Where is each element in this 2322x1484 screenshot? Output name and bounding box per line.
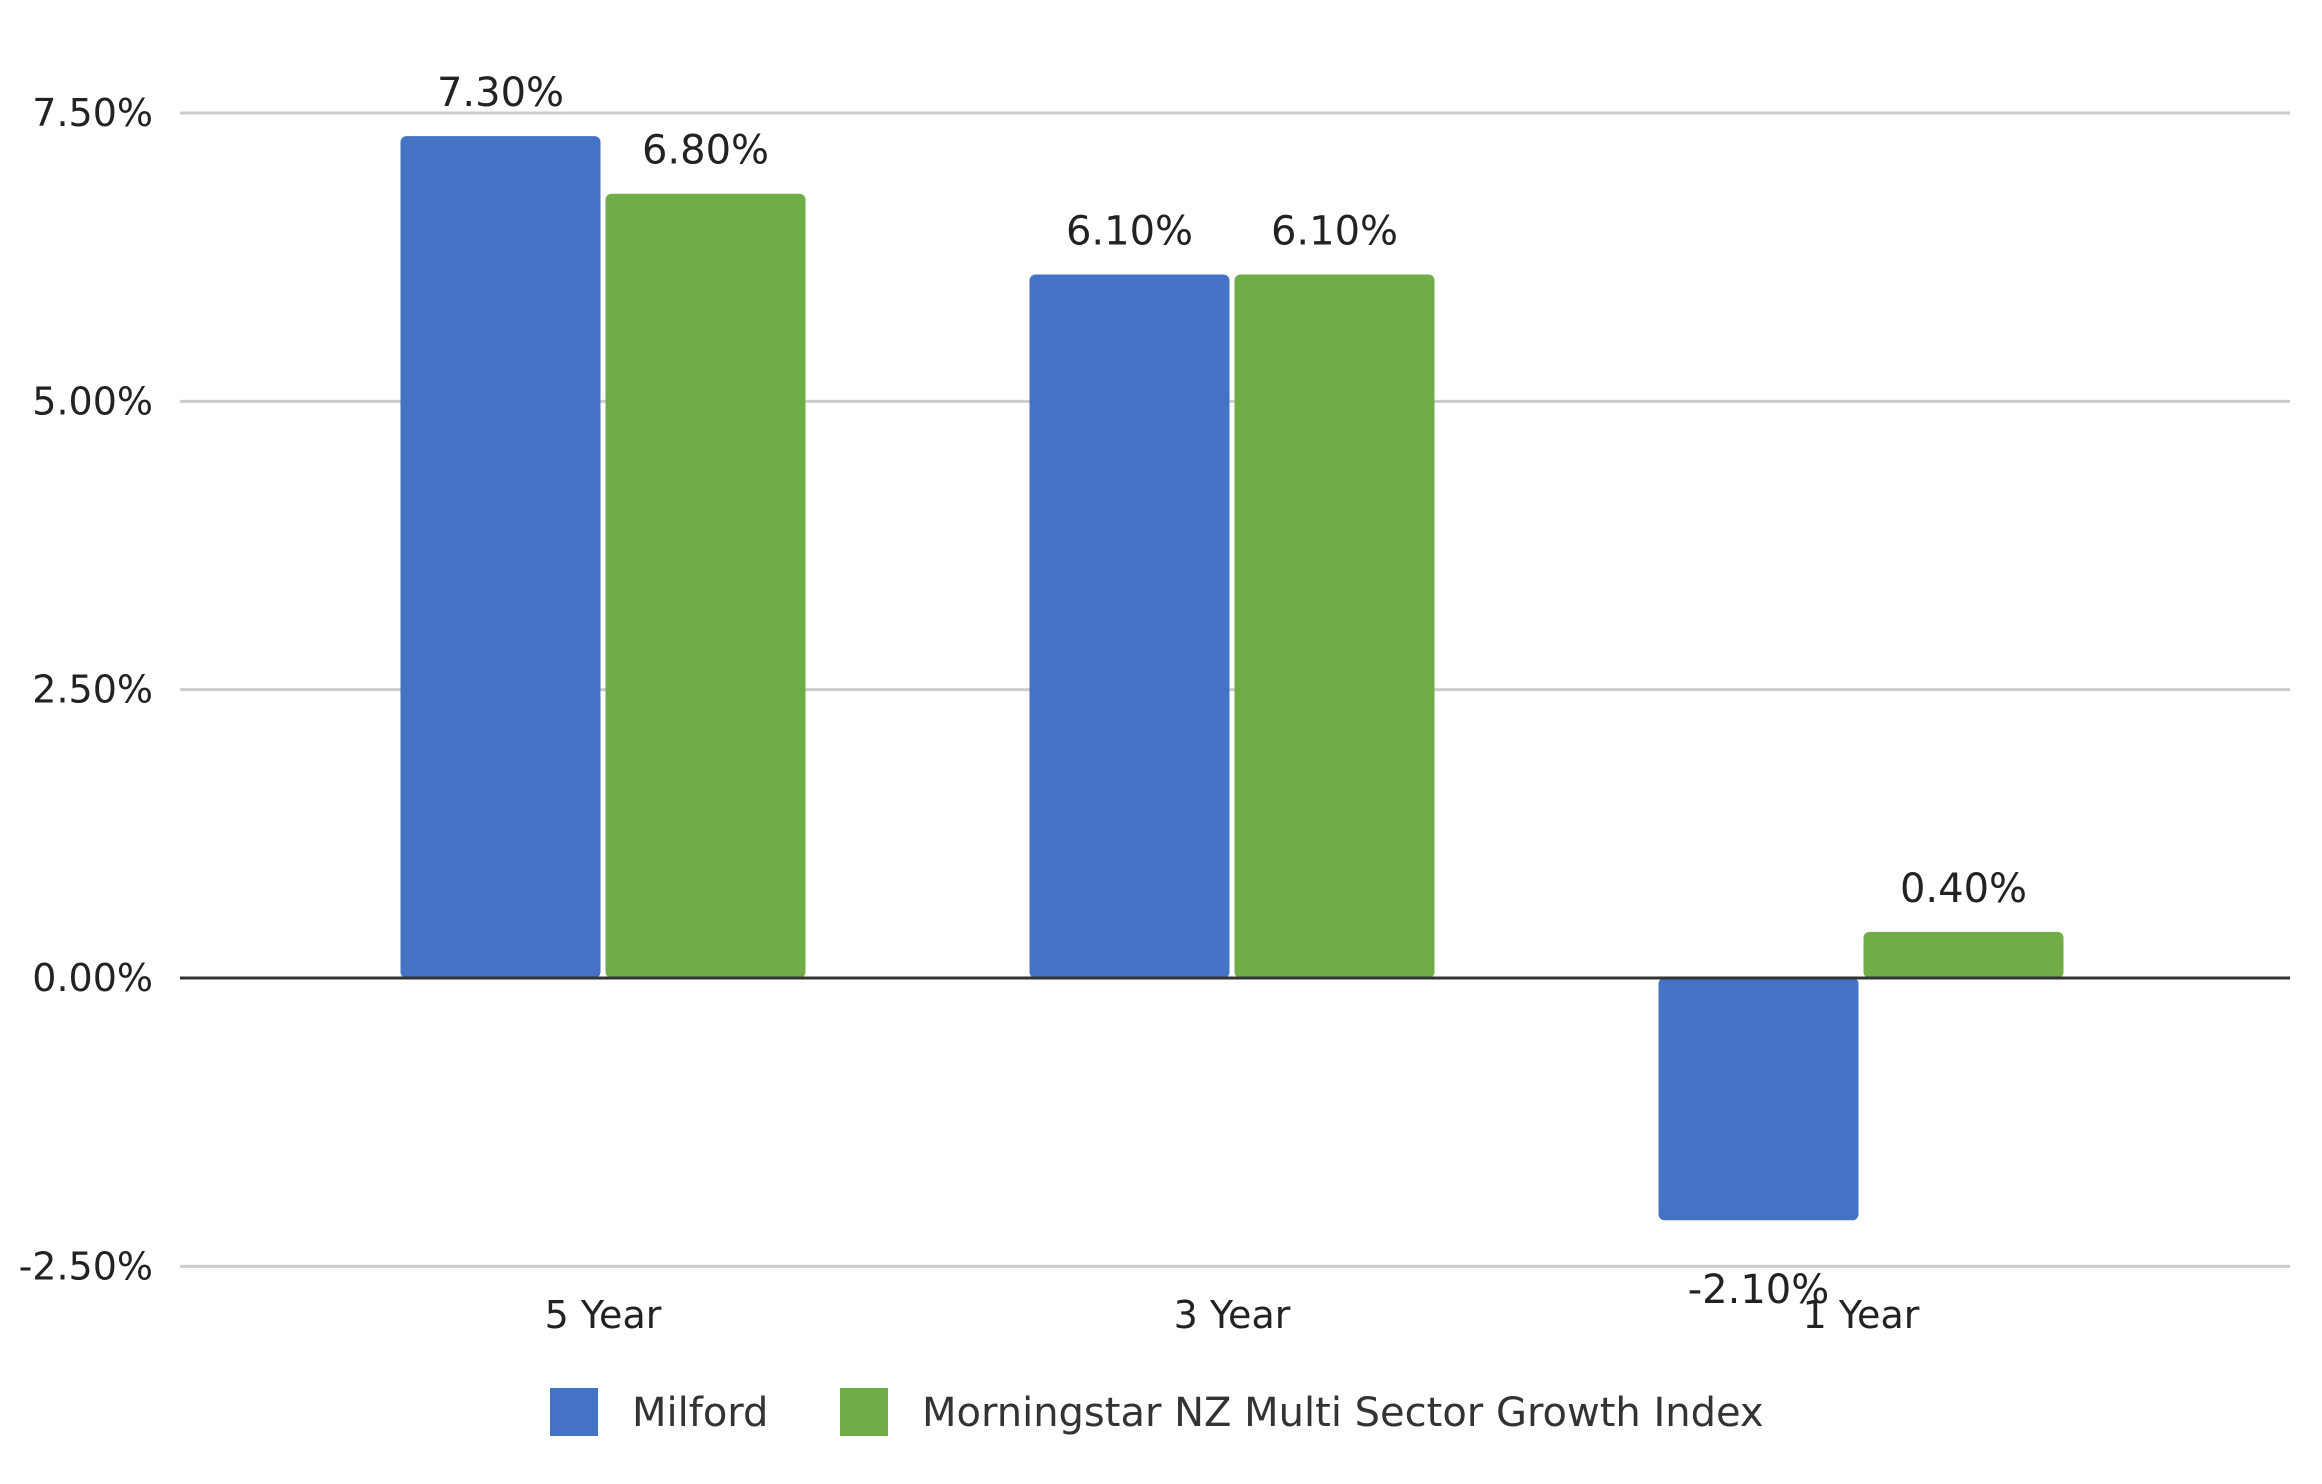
data-label: 0.40% xyxy=(1900,866,2027,912)
y-tick-label: 2.50% xyxy=(32,668,153,712)
x-tick-label: 3 Year xyxy=(1174,1293,1291,1337)
y-tick-label: 7.50% xyxy=(32,91,153,135)
data-label: 6.10% xyxy=(1271,208,1398,254)
y-tick-label: -2.50% xyxy=(19,1244,153,1288)
data-label: 6.80% xyxy=(642,128,769,174)
legend-label-index: Morningstar NZ Multi Sector Growth Index xyxy=(922,1390,1764,1436)
x-axis: 5 Year 3 Year 1 Year xyxy=(545,1293,1920,1337)
bar-index-1-year xyxy=(1863,931,2064,978)
bars xyxy=(400,136,2064,1221)
data-label: 7.30% xyxy=(437,70,564,116)
bar-milford-5-year xyxy=(400,136,601,979)
data-labels: 7.30% 6.80% 6.10% 6.10% -2.10% 0.40% xyxy=(437,70,2027,1313)
data-label: -2.10% xyxy=(1688,1267,1830,1313)
legend-swatch-index xyxy=(840,1388,888,1436)
y-axis: 7.50% 5.00% 2.50% 0.00% -2.50% xyxy=(19,91,153,1288)
legend-swatch-milford xyxy=(550,1388,598,1436)
legend-label-milford: Milford xyxy=(632,1390,768,1436)
data-label: 6.10% xyxy=(1066,208,1193,254)
legend: Milford Morningstar NZ Multi Sector Growt… xyxy=(550,1388,1764,1436)
bar-milford-3-year xyxy=(1029,274,1230,978)
y-tick-label: 0.00% xyxy=(32,956,153,1000)
x-tick-label: 1 Year xyxy=(1803,1293,1920,1337)
y-tick-label: 5.00% xyxy=(32,379,153,423)
bar-milford-1-year xyxy=(1658,978,1859,1221)
bar-index-3-year xyxy=(1234,274,1435,978)
x-tick-label: 5 Year xyxy=(545,1293,662,1337)
bar-index-5-year xyxy=(605,193,806,978)
